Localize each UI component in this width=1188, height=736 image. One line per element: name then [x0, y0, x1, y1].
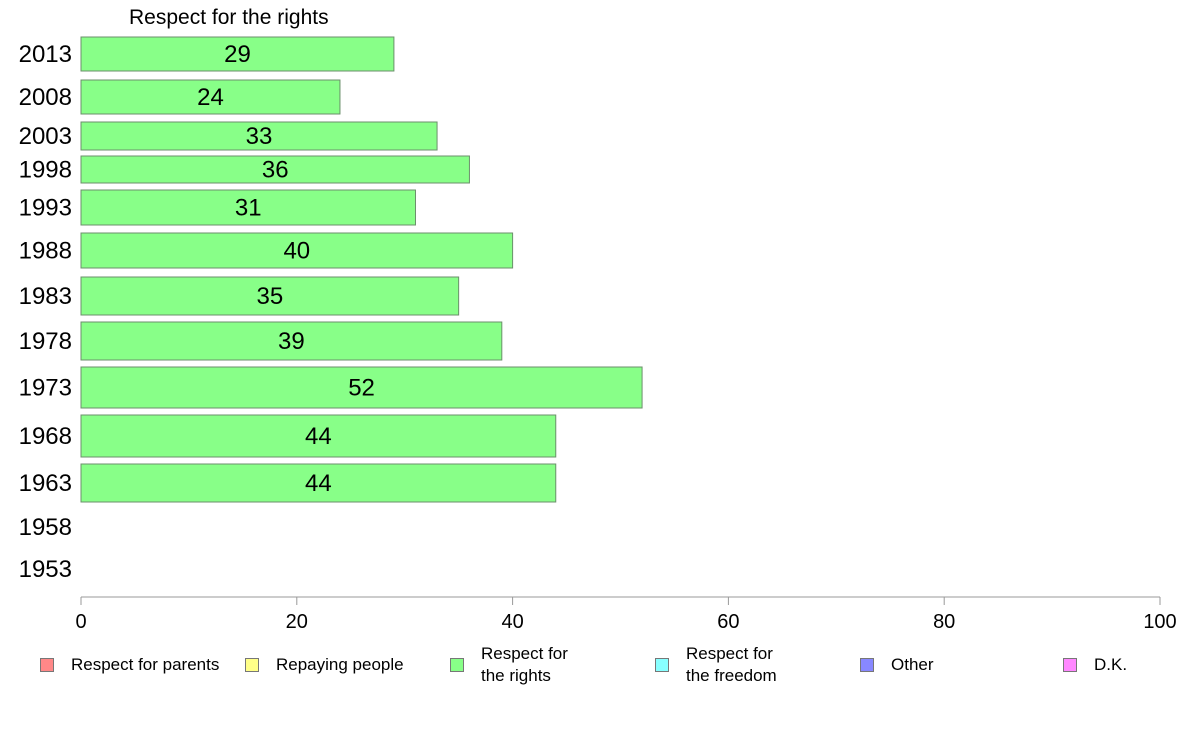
year-label-1983: 1983: [19, 283, 72, 310]
value-label-2003: 33: [246, 123, 273, 150]
bar-1963: [80, 463, 557, 503]
legend-item-0: Respect for parents: [40, 640, 219, 690]
year-label-1958: 1958: [19, 514, 72, 541]
year-label-2008: 2008: [19, 84, 72, 111]
bar-2008: [80, 79, 341, 115]
x-tick-label-80: 80: [933, 611, 955, 633]
year-label-1998: 1998: [19, 157, 72, 184]
year-label-1988: 1988: [19, 238, 72, 265]
year-label-1973: 1973: [19, 375, 72, 402]
legend-label: Respect for parents: [71, 655, 220, 674]
year-label-1963: 1963: [19, 470, 72, 497]
bar-1983: [80, 276, 460, 316]
bar-1968: [80, 414, 557, 458]
x-tick-label-40: 40: [501, 611, 523, 633]
legend-swatch: [245, 658, 259, 672]
bar-1988: [80, 232, 514, 269]
legend: Respect for parents Repaying people Respec…: [0, 640, 1188, 700]
bar-2003: [80, 121, 438, 151]
value-label-1993: 31: [235, 195, 262, 222]
legend-label: Respect for the freedom: [686, 644, 777, 685]
value-label-1998: 36: [262, 157, 289, 184]
legend-item-3: Respect for the freedom: [655, 640, 777, 690]
bar-1998: [80, 155, 470, 184]
legend-label: Repaying people: [276, 655, 404, 674]
legend-swatch: [450, 658, 464, 672]
chart-title: Respect for the rights: [129, 6, 329, 29]
year-labels-group: 2013 2008 2003 1998 1993 1988 1983 1978 1973 1968…: [19, 41, 72, 583]
legend-item-1: Repaying people: [245, 640, 404, 690]
legend-swatch: [1063, 658, 1077, 672]
value-label-1983: 35: [256, 283, 283, 310]
bar-1973: [80, 366, 643, 409]
legend-item-5: D.K.: [1063, 640, 1127, 690]
legend-label: Other: [891, 655, 934, 674]
x-tick-label-100: 100: [1143, 611, 1176, 633]
value-label-1988: 40: [283, 238, 310, 265]
year-label-2013: 2013: [19, 41, 72, 68]
value-label-2013: 29: [224, 41, 251, 68]
year-label-1993: 1993: [19, 195, 72, 222]
x-tick-label-20: 20: [286, 611, 308, 633]
legend-item-4: Other: [860, 640, 934, 690]
value-label-2008: 24: [197, 84, 224, 111]
bar-1978: [80, 321, 503, 361]
year-label-1978: 1978: [19, 328, 72, 355]
x-tick-label-60: 60: [717, 611, 739, 633]
legend-swatch: [40, 658, 54, 672]
year-label-1953: 1953: [19, 556, 72, 583]
legend-label: Respect for the rights: [481, 644, 568, 685]
x-tick-label-0: 0: [75, 611, 86, 633]
legend-swatch: [655, 658, 669, 672]
bar-1993: [80, 189, 416, 226]
bar-2013: [80, 36, 395, 72]
legend-item-2: Respect for the rights: [450, 640, 568, 690]
x-axis: 0 20 40 60 80 100: [75, 596, 1177, 633]
value-label-1968: 44: [305, 423, 332, 450]
legend-label: D.K.: [1094, 655, 1128, 674]
value-label-1973: 52: [348, 375, 375, 402]
value-label-1978: 39: [278, 328, 305, 355]
legend-swatch: [860, 658, 874, 672]
year-label-2003: 2003: [19, 123, 72, 150]
year-label-1968: 1968: [19, 423, 72, 450]
value-label-1963: 44: [305, 470, 332, 497]
